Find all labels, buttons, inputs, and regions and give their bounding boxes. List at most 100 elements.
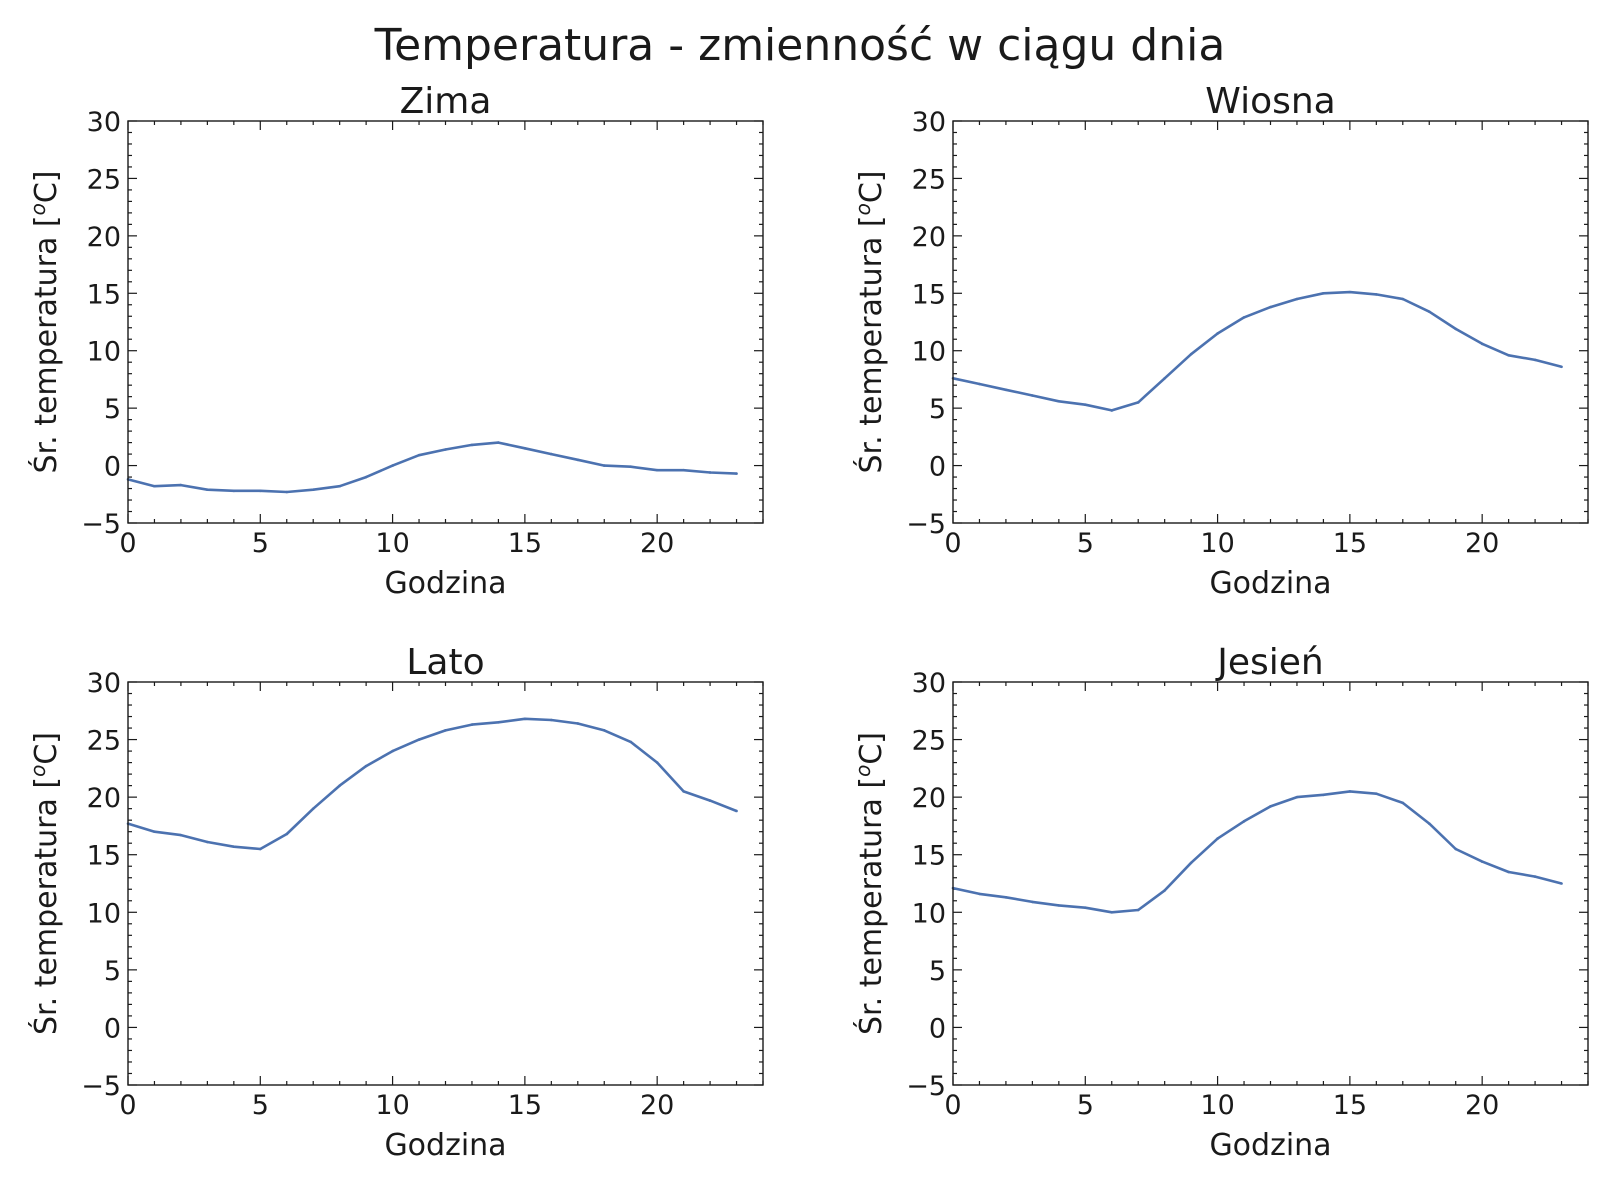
data-point [1560,365,1563,369]
y-tick-label: −5 [81,1071,121,1102]
data-point [1216,837,1219,840]
data-point [523,447,527,450]
data-point [1375,792,1378,795]
data-point [470,443,474,447]
data-point [417,453,421,457]
y-tick-label: 5 [929,956,946,987]
data-point [311,488,315,491]
data-point [1533,358,1537,362]
x-tick-label: 0 [119,528,136,559]
y-tick-label: 20 [912,222,946,253]
data-point [364,764,368,768]
y-axis-label-main: Śr. temperatura [ [27,215,64,473]
subplot-title: Lato [406,642,484,683]
x-tick-label: 0 [944,528,961,559]
data-point [629,740,633,744]
y-tick-label: 30 [912,668,946,699]
data-point [708,799,712,802]
x-axis-label: Godzina [1209,1128,1331,1163]
x-tick-label: 10 [1200,528,1234,559]
y-tick-label: 25 [912,164,946,195]
y-tick-label: 25 [87,726,121,757]
data-point [1004,896,1008,899]
x-tick-label: 20 [1465,1090,1499,1121]
data-point [1004,388,1008,392]
data-point [602,464,606,467]
data-point [206,840,209,844]
data-point [1401,297,1405,301]
y-axis-label-unit: C] [854,171,889,204]
x-tick-label: 5 [252,528,269,559]
data-point [470,723,474,726]
subplot-title: Zima [400,81,492,122]
x-tick-label: 5 [1077,1090,1094,1121]
x-tick-label: 20 [640,528,674,559]
figure-title: Temperatura - zmienność w ciągu dnia [374,20,1226,71]
data-point [338,484,341,488]
plot-frame [952,681,1589,1086]
data-point [153,484,156,488]
data-point [1216,332,1219,335]
y-tick-label: −5 [906,1071,946,1102]
data-point [179,833,183,837]
x-tick-label: 15 [508,1090,542,1121]
data-point [655,761,659,764]
x-axis-label: Godzina [384,566,506,601]
x-tick-label: 15 [1333,1090,1367,1121]
data-point [1242,820,1246,823]
x-tick-label: 20 [1465,528,1499,559]
y-tick-label: −5 [81,509,121,540]
y-tick-label: 15 [87,279,121,310]
data-point [153,830,156,833]
y-tick-label: 0 [104,452,121,483]
data-point [1057,399,1061,403]
data-point [444,448,447,451]
data-point [1031,900,1034,904]
plot-frame [127,120,764,524]
y-tick-label: 10 [912,337,946,368]
data-point [1507,354,1510,357]
y-tick-label: 10 [87,337,121,368]
series-line-lato [127,717,737,851]
data-point [1348,290,1352,294]
data-point [497,441,500,444]
y-tick-label: 5 [104,956,121,987]
data-point [1507,870,1510,874]
y-tick-label: 30 [87,107,121,138]
y-axis-label: Śr. temperatura [oC] [26,171,64,474]
data-point [1136,401,1140,404]
data-point [258,489,262,493]
y-tick-label: 15 [912,279,946,310]
data-point [417,738,421,741]
y-tick-label: 20 [912,783,946,814]
x-tick-label: 5 [252,1090,269,1121]
data-point [258,847,262,851]
x-tick-label: 15 [1333,528,1367,559]
y-axis-label: Śr. temperatura [oC] [26,732,64,1035]
data-point [629,465,633,469]
data-point [1348,790,1352,793]
data-point [655,468,659,472]
y-axis-label-unit: C] [29,732,64,765]
subplot-title: Jesień [1215,642,1324,683]
y-tick-label: −5 [906,509,946,540]
data-point [1269,805,1272,808]
data-point [682,468,685,472]
y-tick-label: 5 [929,394,946,425]
data-point [1454,847,1458,851]
y-tick-label: 25 [912,726,946,757]
series-line-jesien [952,790,1562,914]
y-tick-label: 5 [104,394,121,425]
data-point [1057,904,1061,907]
data-point [1295,795,1299,799]
data-point [285,490,289,494]
data-point [444,729,447,732]
data-point [497,721,500,724]
data-point [232,489,236,493]
y-tick-label: 25 [87,164,121,195]
data-point [1454,327,1458,331]
y-axis-label: Śr. temperatura [oC] [851,171,889,474]
data-point [1083,906,1087,909]
x-tick-label: 5 [1077,528,1094,559]
